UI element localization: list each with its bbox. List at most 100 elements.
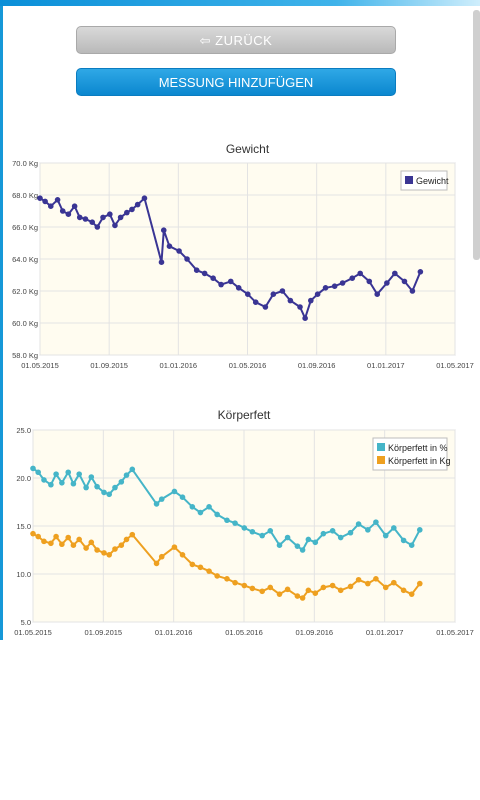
data-point [179,552,186,558]
data-point [227,278,234,285]
data-point [129,466,136,473]
data-point [41,477,47,483]
data-point [391,579,397,586]
data-point [384,280,390,286]
data-point [112,546,118,552]
data-point [94,224,101,230]
data-point [206,568,212,574]
data-point [241,582,248,589]
data-point [65,469,72,476]
data-point [141,195,148,201]
data-point [232,520,238,526]
data-point [76,471,82,477]
data-point [53,471,59,477]
data-point [249,585,256,592]
body-fat-chart: Körperfett 5.0 10.0 15.0 20.0 25.0 01.05.2015 0… [0,404,480,654]
data-point [82,216,89,222]
data-point [94,547,100,553]
data-point [284,586,291,593]
x-tick-label: 01.01.2017 [367,361,405,370]
y-tick-label: 64.0 Kg [12,255,38,264]
data-point [129,531,136,538]
data-point [373,576,379,582]
data-point [65,534,72,541]
data-point [124,209,130,216]
data-point [416,527,423,533]
x-tick-label: 01.01.2017 [366,628,404,637]
data-point [54,197,61,203]
data-point [47,203,54,209]
data-point [374,291,381,297]
x-tick-label: 01.05.2016 [229,361,267,370]
data-point [214,573,220,579]
data-point [70,480,77,487]
data-point [400,587,407,594]
data-point [308,297,314,304]
data-point [71,203,78,209]
data-point [65,211,72,217]
back-button[interactable]: ⇦ ZURÜCK [76,26,396,54]
data-point [279,288,286,294]
data-point [112,222,118,229]
add-measurement-button[interactable]: MESSUNG HINZUFÜGEN [76,68,396,96]
data-point [35,533,41,540]
data-point [401,278,408,285]
data-point [339,280,346,286]
data-point [106,552,113,558]
legend-label: Körperfett in % [388,443,448,453]
data-point [88,474,95,480]
y-tick-label: 5.0 [21,618,31,627]
data-point [218,281,224,288]
data-point [320,530,327,537]
data-point [129,206,135,213]
data-point [284,534,291,541]
data-point [267,584,274,591]
data-point [276,591,283,597]
data-point [312,590,319,596]
data-point [276,542,283,548]
data-point [299,595,306,601]
left-accent-bar [0,6,3,640]
data-point [312,539,319,546]
x-tick-label: 01.05.2017 [436,628,474,637]
data-point [100,214,106,221]
data-point [184,256,190,262]
legend-swatch [377,443,385,451]
data-point [193,267,200,273]
data-point [171,488,178,495]
y-tick-label: 25.0 [16,426,31,435]
x-tick-label: 01.05.2016 [225,628,263,637]
data-point [391,525,397,531]
top-accent-bar [0,0,480,6]
data-point [349,275,356,281]
data-point [160,227,167,233]
y-tick-label: 68.0 Kg [12,191,38,200]
data-point [112,484,118,491]
data-point [329,582,336,589]
data-point [89,219,96,225]
data-point [37,195,43,201]
data-point [35,469,41,476]
data-point [392,270,398,277]
data-point [270,291,277,297]
data-point [42,198,48,205]
y-tick-label: 66.0 Kg [12,223,38,232]
y-tick-label: 15.0 [16,522,31,531]
data-point [320,584,327,591]
data-point [287,297,294,304]
scrollbar[interactable] [473,10,480,260]
data-point [153,501,160,507]
data-point [76,214,83,221]
data-point [41,538,47,545]
data-point [118,479,125,485]
chart-title: Körperfett [218,408,271,422]
data-point [189,561,196,568]
data-point [382,584,389,591]
data-point [241,525,248,531]
data-point [365,580,371,587]
data-point [252,299,259,305]
data-point [30,465,36,472]
data-point [101,550,107,556]
data-point [171,544,178,550]
data-point [314,291,321,297]
